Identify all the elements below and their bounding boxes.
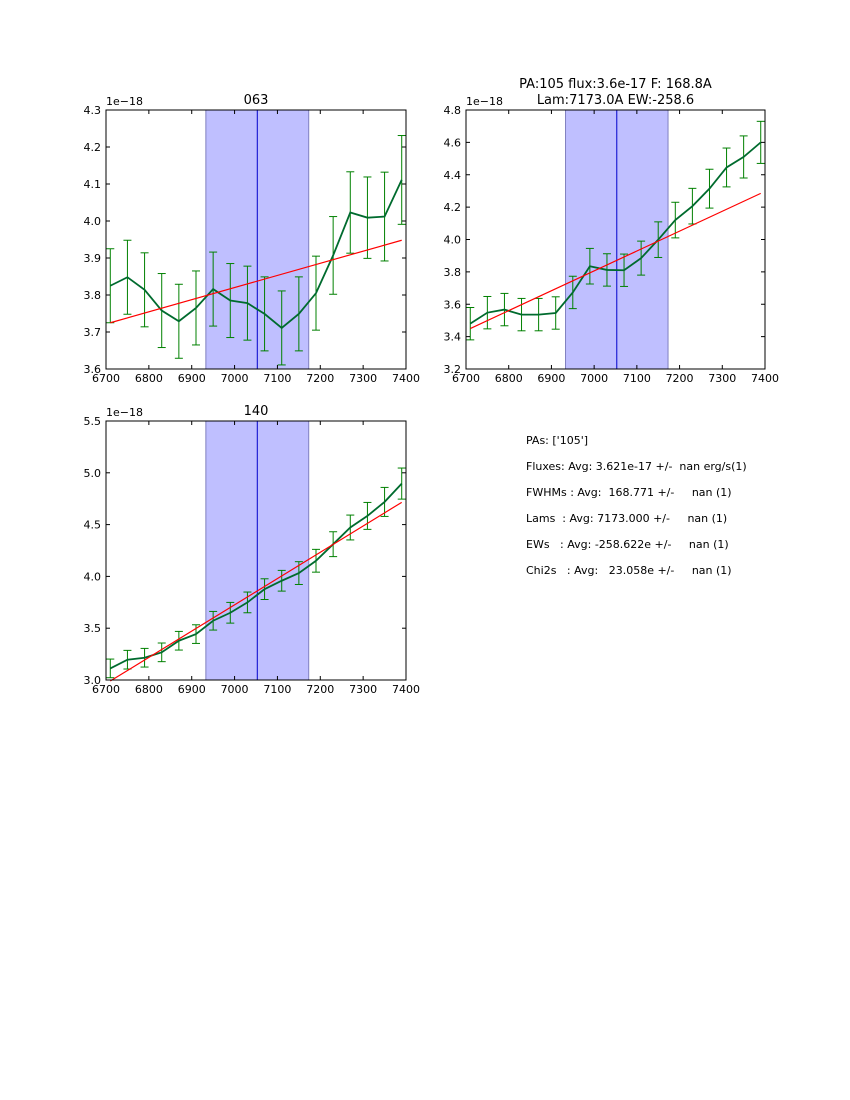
- x-tick-label: 6700: [92, 372, 120, 385]
- x-tick-label: 7000: [221, 683, 249, 696]
- x-tick-label: 6800: [495, 372, 523, 385]
- y-tick-label: 3.5: [84, 622, 102, 635]
- x-tick-label: 6900: [178, 372, 206, 385]
- y-tick-label: 4.4: [444, 169, 462, 182]
- y-tick-label: 3.6: [84, 363, 102, 376]
- fit-line: [109, 501, 403, 682]
- y-tick-label: 4.0: [444, 234, 462, 247]
- fit-line: [110, 239, 402, 324]
- y-offset-label: 1e−18: [106, 406, 143, 419]
- data-series-line: [469, 141, 762, 325]
- y-tick-label: 3.9: [84, 252, 102, 265]
- y-tick-label: 4.8: [444, 104, 462, 117]
- y-tick-label: 4.2: [84, 141, 102, 154]
- y-tick-label: 4.0: [84, 215, 102, 228]
- y-tick-label: 3.2: [444, 363, 462, 376]
- summary-fwhms: FWHMs : Avg: 168.771 +/- nan (1): [526, 486, 732, 499]
- x-tick-label: 7300: [349, 372, 377, 385]
- y-tick-label: 4.3: [84, 104, 102, 117]
- x-tick-label: 7200: [306, 683, 334, 696]
- x-tick-label: 6700: [92, 683, 120, 696]
- x-tick-label: 6700: [452, 372, 480, 385]
- x-tick-label: 7400: [392, 372, 420, 385]
- subplot-title: PA:105 flux:3.6e-17 F: 168.8A: [519, 77, 712, 92]
- x-tick-label: 7400: [751, 372, 779, 385]
- y-tick-label: 3.7: [84, 326, 102, 339]
- x-tick-label: 7400: [392, 683, 420, 696]
- x-tick-label: 7300: [349, 683, 377, 696]
- x-tick-label: 7100: [263, 683, 291, 696]
- y-tick-label: 4.2: [444, 201, 462, 214]
- subplot-2: 6700 6800 6900 7000 7100 7200 7300 7400 3.2 3.4 3.…: [444, 77, 780, 385]
- y-tick-label: 3.4: [444, 331, 462, 344]
- x-tick-label: 6900: [178, 683, 206, 696]
- x-tick-label: 6800: [135, 683, 163, 696]
- x-tick-label: 6800: [135, 372, 163, 385]
- y-tick-label: 3.8: [84, 289, 102, 302]
- y-tick-label: 3.0: [84, 674, 102, 687]
- data-series-line: [109, 482, 403, 670]
- y-tick-label: 3.6: [444, 298, 462, 311]
- error-bar: [106, 658, 115, 679]
- summary-pas: PAs: ['105']: [526, 434, 589, 447]
- x-tick-label: 7000: [221, 372, 249, 385]
- axes-frame: [105, 109, 407, 370]
- x-tick-label: 7200: [666, 372, 694, 385]
- subplot-title: 140: [244, 404, 269, 419]
- x-tick-label: 7300: [708, 372, 736, 385]
- axes-frame: [105, 420, 407, 681]
- y-tick-label: 4.0: [84, 570, 102, 583]
- y-tick-label: 5.5: [84, 415, 102, 428]
- x-tick-label: 7100: [263, 372, 291, 385]
- summary-panel: PAs: ['105'] Fluxes: Avg: 3.621e-17 +/- …: [526, 434, 747, 590]
- y-tick-label: 4.5: [84, 519, 102, 532]
- data-series-line: [109, 179, 403, 330]
- x-tick-label: 7000: [580, 372, 608, 385]
- subplot-title: 063: [244, 93, 269, 108]
- subplot-3: 6700 6800 6900 7000 7100 7200 7300 7400 3.0 3.5 4.…: [84, 404, 421, 696]
- summary-ews: EWs : Avg: -258.622e +/- nan (1): [526, 538, 729, 551]
- subplot-1: 6700 6800 6900 7000 7100 7200 7300 7400 3.6 3.7 3.…: [84, 93, 421, 385]
- y-tick-label: 4.6: [444, 136, 462, 149]
- x-tick-label: 7100: [623, 372, 651, 385]
- y-tick-label: 3.8: [444, 266, 462, 279]
- x-tick-label: 7200: [306, 372, 334, 385]
- subplot-title: Lam:7173.0A EW:-258.6: [537, 93, 694, 108]
- summary-chi2s: Chi2s : Avg: 23.058e +/- nan (1): [526, 564, 732, 577]
- y-offset-label: 1e−18: [466, 95, 503, 108]
- summary-fluxes: Fluxes: Avg: 3.621e-17 +/- nan erg/s(1): [526, 460, 747, 473]
- fit-line: [470, 192, 761, 330]
- x-tick-label: 6900: [537, 372, 565, 385]
- y-offset-label: 1e−18: [106, 95, 143, 108]
- y-tick-label: 5.0: [84, 467, 102, 480]
- y-tick-label: 4.1: [84, 178, 102, 191]
- summary-lams: Lams : Avg: 7173.000 +/- nan (1): [526, 512, 728, 525]
